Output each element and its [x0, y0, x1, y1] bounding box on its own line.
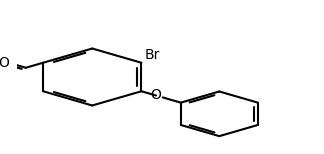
- Text: Br: Br: [145, 48, 160, 62]
- Text: O: O: [151, 89, 161, 102]
- Text: O: O: [0, 57, 9, 70]
